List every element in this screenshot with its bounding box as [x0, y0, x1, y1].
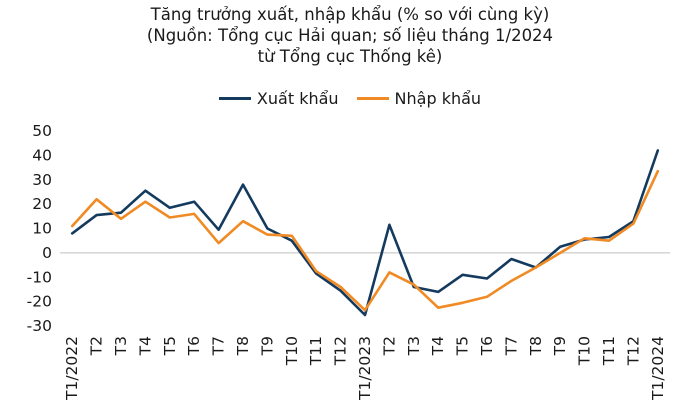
- x-tick-label: T5: [454, 336, 472, 356]
- y-tick-label: 30: [32, 171, 52, 189]
- y-tick-label: -30: [27, 317, 52, 335]
- x-tick-label: T3: [112, 336, 130, 356]
- legend-label-export: Xuất khẩu: [256, 89, 339, 108]
- x-tick-label: T9: [551, 336, 569, 356]
- y-tick-label: 40: [32, 146, 52, 164]
- x-tick-label: T1/2022: [63, 336, 81, 401]
- y-tick-label: -10: [27, 268, 52, 286]
- chart-title-line-1: Tăng trưởng xuất, nhập khẩu (% so với cù…: [150, 5, 550, 24]
- x-tick-label: T4: [136, 336, 154, 356]
- x-tick-label: T11: [307, 336, 325, 366]
- chart-title-line-2: (Nguồn: Tổng cục Hải quan; số liệu tháng…: [146, 26, 554, 45]
- x-tick-label: T1/2023: [356, 336, 374, 401]
- series-line-import: [70, 169, 660, 312]
- y-tick-label: 10: [32, 220, 52, 238]
- y-tick-label: -20: [27, 293, 52, 311]
- x-tick-label: T6: [185, 336, 203, 356]
- x-tick-label: T2: [380, 336, 398, 356]
- legend-item-export: Xuất khẩu: [218, 89, 339, 108]
- legend-swatch-import: [356, 97, 389, 100]
- x-tick-label: T6: [478, 336, 496, 356]
- x-tick-label: T1/2024: [649, 336, 667, 401]
- x-tick-label: T2: [88, 336, 106, 356]
- chart-title-line-3: từ Tổng cục Thống kê): [257, 47, 443, 66]
- chart-legend: Xuất khẩu Nhập khẩu: [0, 89, 700, 108]
- x-tick-label: T12: [624, 336, 642, 366]
- x-tick-label: T7: [210, 336, 228, 356]
- y-tick-label: 20: [32, 195, 52, 213]
- x-tick-label: T9: [258, 336, 276, 356]
- x-tick-label: T10: [576, 336, 594, 366]
- x-tick-label: T10: [283, 336, 301, 366]
- x-tick-label: T8: [234, 336, 252, 356]
- x-tick-label: T5: [161, 336, 179, 356]
- legend-swatch-export: [218, 97, 251, 100]
- x-tick-label: T7: [502, 336, 520, 356]
- legend-item-import: Nhập khẩu: [356, 89, 482, 108]
- x-tick-label: T3: [405, 336, 423, 356]
- chart-title: Tăng trưởng xuất, nhập khẩu (% so với cù…: [0, 4, 700, 67]
- y-tick-label: 0: [42, 244, 52, 262]
- x-tick-label: T11: [600, 336, 618, 366]
- x-tick-label: T4: [429, 336, 447, 356]
- x-tick-label: T8: [527, 336, 545, 356]
- x-tick-label: T12: [332, 336, 350, 366]
- y-tick-label: 50: [32, 122, 52, 140]
- series-line-export: [70, 149, 660, 317]
- legend-label-import: Nhập khẩu: [394, 89, 482, 108]
